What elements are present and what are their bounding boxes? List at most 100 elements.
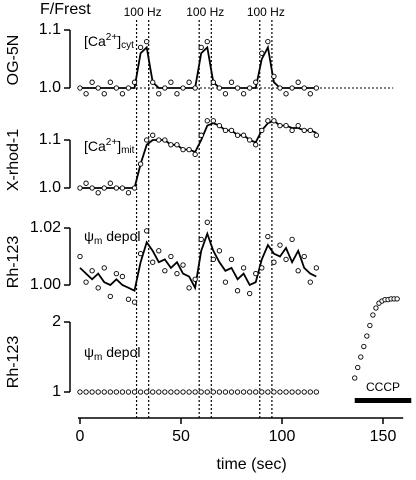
data-point [150,389,156,395]
data-point [150,132,156,138]
stimulus-label: 100 Hz [124,5,162,19]
stimulus-label: 100 Hz [247,5,285,19]
data-point [95,85,101,91]
data-point [277,389,283,395]
data-point [228,79,235,85]
data-point [113,185,120,191]
panel-annotation: ψm depol [84,344,140,363]
data-point [247,85,253,91]
data-point [253,142,259,148]
data-point [107,79,113,85]
trace-line [80,44,317,89]
data-point [216,248,223,254]
data-point [174,142,180,148]
data-point [283,122,289,129]
data-point [307,91,313,97]
data-point [240,389,247,395]
data-point [137,161,144,167]
data-point [283,91,289,97]
data-point [277,242,283,248]
data-point [204,389,210,395]
data-point [119,185,126,191]
data-point [107,293,113,300]
data-point [77,253,83,260]
panel-annotation: [Ca2+]cyt [84,32,134,51]
data-point [289,389,295,395]
data-point [222,389,229,395]
data-point [370,312,376,318]
y-tick-label: 1.0 [39,179,61,196]
data-point [192,276,198,282]
annotation-part: 2+ [106,32,118,43]
panel-annotation: ψm depol [84,228,140,247]
data-point [89,185,95,191]
data-point [204,219,210,225]
data-point [125,389,132,395]
data-point [253,79,259,85]
data-point [168,142,174,148]
data-point [301,85,307,91]
data-point [240,132,247,138]
data-point [125,296,132,302]
data-point [131,79,138,85]
data-point [156,91,162,97]
x-axis-label: time (sec) [216,456,286,473]
data-point [271,73,277,80]
y-axis-label: Rh-123 [5,236,22,289]
annotation-part: [Ca [84,138,106,154]
panel: 1.00 1.02 Rh-123 ψm depol [5,219,319,305]
data-point [83,91,89,97]
data-point [150,259,156,265]
y-tick-label: 1.1 [39,131,61,148]
y-tick-label: 1.02 [30,219,61,236]
data-point [144,389,150,395]
data-point [352,375,358,381]
data-point [95,285,101,291]
data-point [180,389,186,395]
stimulus-label: 100 Hz [186,5,224,19]
data-point [210,256,216,262]
data-point [150,79,156,85]
data-point [174,270,180,277]
data-point [107,180,113,186]
data-point [204,118,210,124]
y-axis-label: Rh-123 [5,336,22,389]
data-point [216,122,223,129]
data-point [289,85,295,91]
data-point [313,132,319,138]
data-point [210,79,216,85]
x-tick-label: 150 [370,428,397,445]
data-point [186,389,192,395]
data-point [156,248,162,254]
data-point [168,389,174,395]
data-point [101,185,107,191]
data-point [113,389,120,395]
data-point [89,389,95,395]
x-tick-label: 50 [172,428,190,445]
trace-line [79,231,317,293]
data-point [271,389,277,395]
treatment-bar [354,398,412,403]
annotation-part: 2+ [106,137,118,148]
annotation-part: ψ [84,228,94,244]
data-point [186,79,192,85]
data-point [361,343,367,350]
data-point [364,333,370,339]
data-point [186,285,192,291]
data-point [265,233,271,240]
data-point [131,299,138,305]
data-point [307,279,313,285]
data-point [307,389,313,395]
x-tick-label: 100 [269,428,296,445]
data-point [198,236,204,243]
data-point [313,85,319,91]
data-point [156,389,162,395]
data-point [283,256,289,262]
annotation-part: depol [102,228,140,244]
treatment-label: CCCP [366,380,400,394]
annotation-part: ψ [84,344,94,360]
annotation-part: ] [117,33,121,49]
y-tick-label: 1.1 [39,21,61,38]
